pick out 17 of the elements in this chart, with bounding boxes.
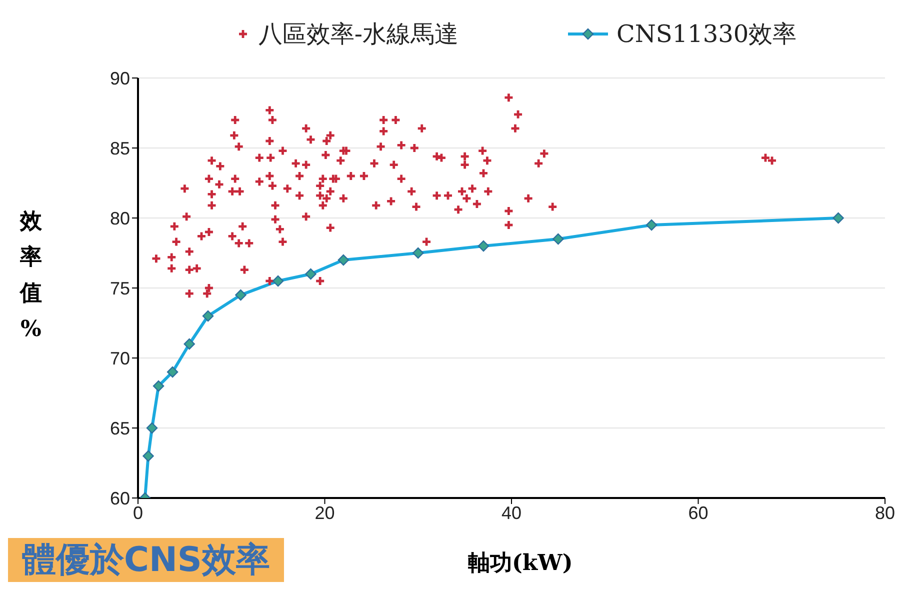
y-tick-label: 75 — [110, 278, 130, 298]
y-tick-label: 60 — [110, 488, 130, 508]
x-axis-title: 軸功(kW) — [468, 549, 573, 578]
x-tick-label: 0 — [132, 502, 144, 523]
y-axis-title: 效率值% — [18, 207, 43, 344]
y-tick-label: 80 — [110, 208, 130, 228]
legend-label: 八區效率-水線馬達 — [257, 19, 458, 50]
y-tick-label: 65 — [110, 418, 130, 438]
y-tick-label: 85 — [110, 138, 130, 158]
y-tick-label: 90 — [110, 68, 130, 88]
text: 體優於CNS效率 — [8, 538, 284, 582]
x-tick-label: 40 — [501, 502, 522, 523]
x-tick-label: 20 — [314, 502, 335, 523]
x-tick-label: 60 — [688, 502, 708, 523]
y-tick-label: 70 — [110, 348, 130, 368]
x-tick-label: 80 — [874, 502, 896, 523]
legend-label: CNS11330效率 — [615, 19, 797, 50]
